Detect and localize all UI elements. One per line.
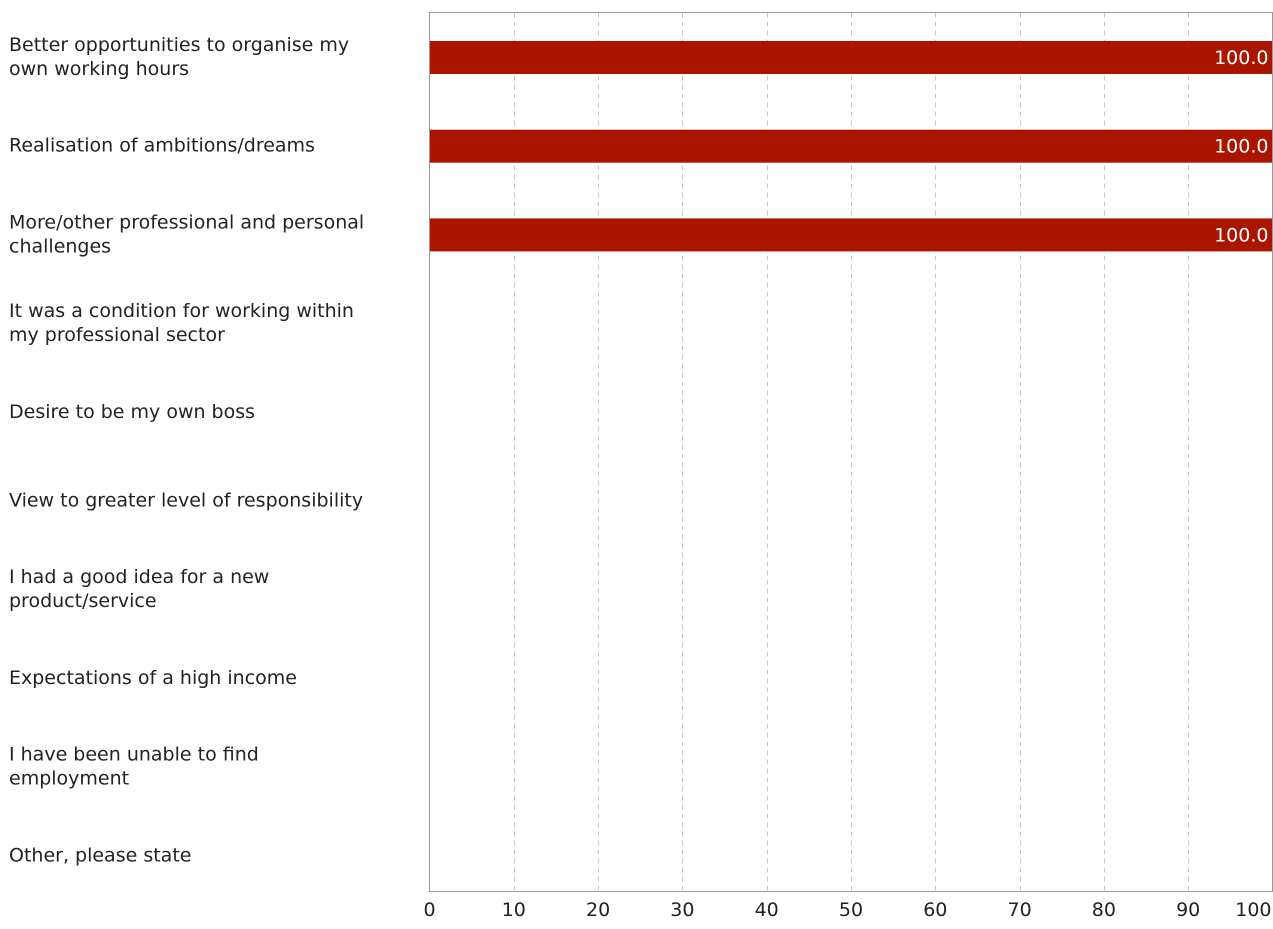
category-label-3-line-2: challenges [9, 235, 111, 257]
x-tick-label-70: 70 [1008, 899, 1032, 921]
x-tick-label-100: 100 [1235, 899, 1271, 921]
category-label-6: View to greater level of responsibility [9, 490, 363, 512]
x-tick-label-10: 10 [502, 899, 526, 921]
data-label-3: 100.0 [1214, 224, 1268, 246]
category-label-9-line-2: employment [9, 768, 129, 790]
category-label-9-line-1: I have been unable to find [9, 744, 259, 766]
data-label-2: 100.0 [1214, 136, 1268, 158]
data-labels: 100.0 100.0 100.0 [1214, 47, 1268, 246]
bars [429, 41, 1273, 252]
x-tick-label-80: 80 [1092, 899, 1116, 921]
bar-2 [429, 129, 1273, 163]
data-label-1: 100.0 [1214, 47, 1268, 69]
category-label-7-line-2: product/service [9, 590, 157, 612]
category-label-4-line-2: my professional sector [9, 324, 225, 346]
bar-3 [429, 218, 1273, 252]
x-tick-label-50: 50 [839, 899, 863, 921]
category-label-8: Expectations of a high income [9, 667, 297, 689]
category-label-3-line-1: More/other professional and personal [9, 211, 364, 233]
category-label-7-line-1: I had a good idea for a new [9, 566, 269, 588]
category-label-1-line-1: Better opportunities to organise my [9, 34, 349, 56]
category-label-5: Desire to be my own boss [9, 401, 255, 423]
x-tick-label-0: 0 [423, 899, 435, 921]
category-label-4-line-1: It was a condition for working within [9, 300, 354, 322]
x-axis-tick-labels: 0 10 20 30 40 50 60 70 80 90 100 [423, 899, 1271, 921]
category-label-2: Realisation of ambitions/dreams [9, 135, 315, 157]
category-label-1-line-2: own working hours [9, 58, 189, 80]
category-label-10: Other, please state [9, 844, 191, 866]
x-tick-label-90: 90 [1176, 899, 1200, 921]
x-tick-label-60: 60 [923, 899, 947, 921]
x-tick-label-40: 40 [755, 899, 779, 921]
x-tick-label-30: 30 [670, 899, 694, 921]
bar-1 [429, 41, 1273, 74]
x-tick-label-20: 20 [586, 899, 610, 921]
